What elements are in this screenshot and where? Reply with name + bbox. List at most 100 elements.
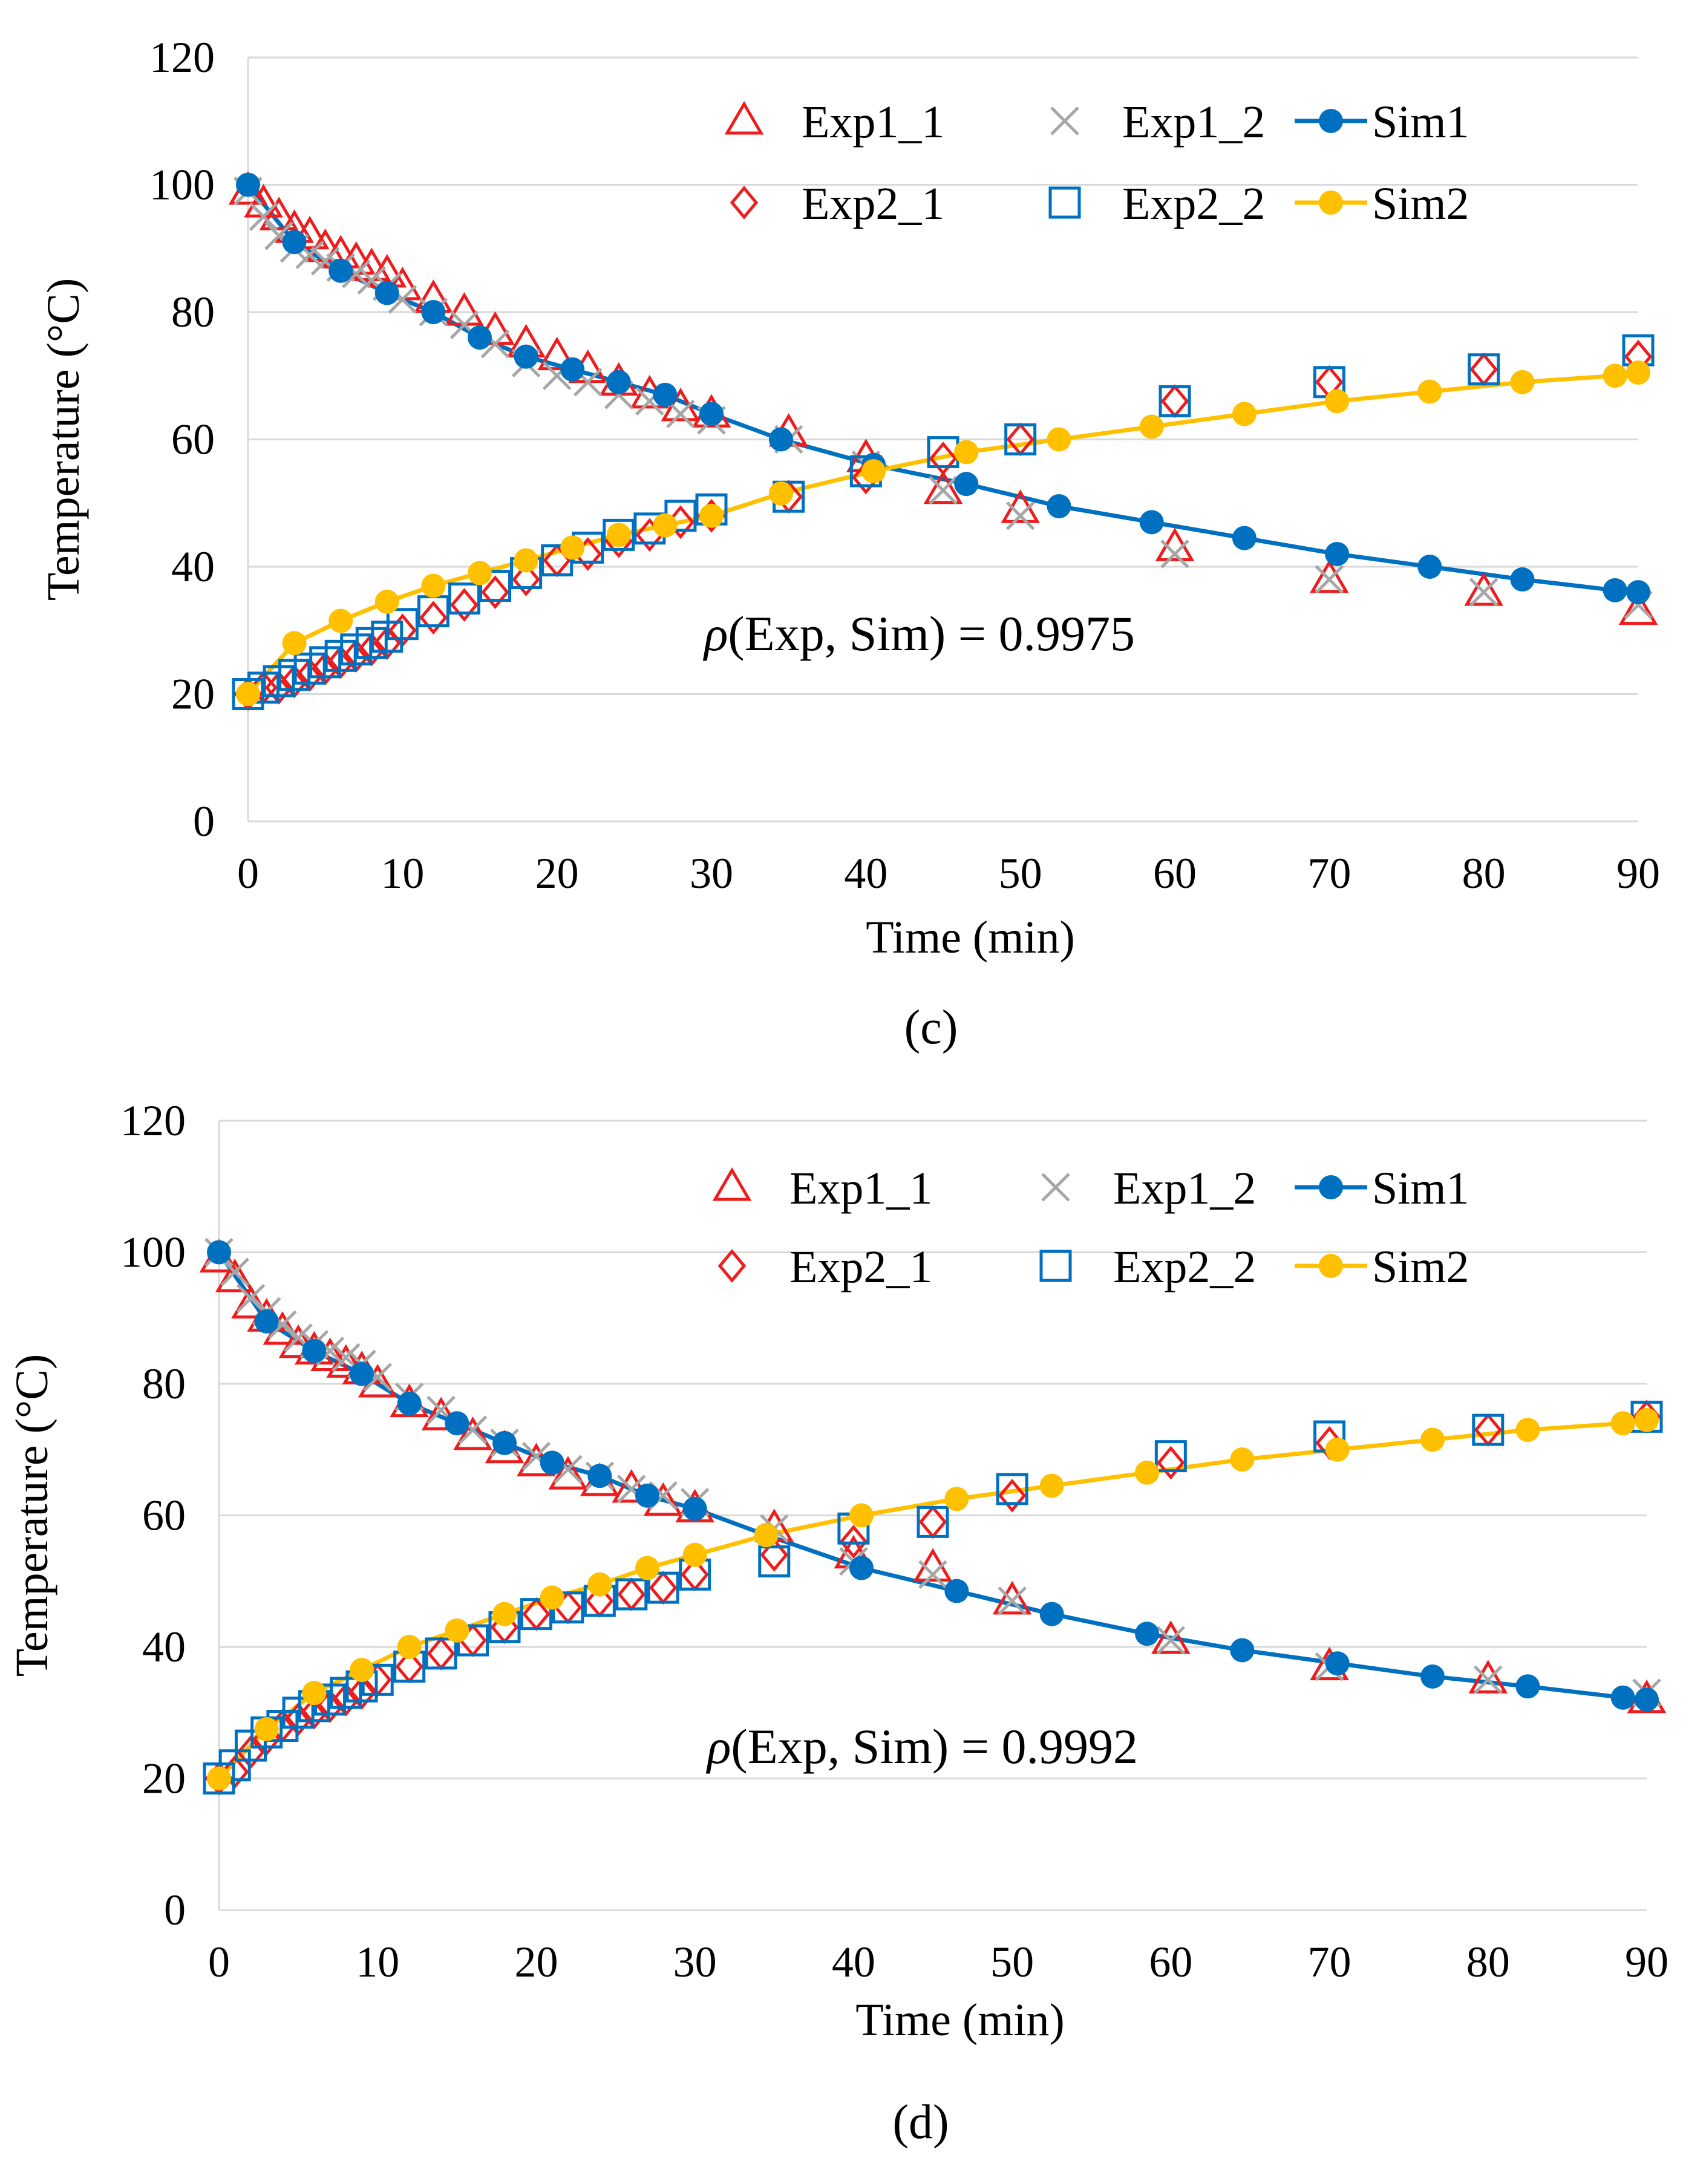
data-point-sim2 <box>1603 363 1627 388</box>
data-point-sim2 <box>1420 1427 1445 1452</box>
legend-label-exp1_1: Exp1_1 <box>789 1163 932 1214</box>
data-point-sim1 <box>1626 580 1650 605</box>
data-point-sim2 <box>1039 1473 1064 1498</box>
data-point-sim1 <box>1635 1687 1659 1712</box>
data-point-exp2_2 <box>425 1637 457 1670</box>
x-tick-label: 20 <box>535 849 579 898</box>
data-point-sim1 <box>445 1411 469 1436</box>
data-point-exp2_1 <box>760 1537 789 1572</box>
data-point-sim2 <box>682 1542 707 1567</box>
data-point-exp2_2 <box>448 582 480 615</box>
data-point-exp2_2 <box>758 1545 791 1578</box>
data-point-sim1 <box>207 1240 231 1265</box>
data-point-sim1 <box>768 427 793 452</box>
series-sim2 <box>236 360 1650 706</box>
series-sim1 <box>207 1240 1659 1712</box>
data-point-exp2_2 <box>647 1571 679 1604</box>
x-tick-label: 10 <box>356 1938 399 1986</box>
x-tick-label: 70 <box>1308 1938 1351 1986</box>
x-tick-label: 30 <box>690 849 733 898</box>
data-point-sim1 <box>1325 541 1350 566</box>
data-point-exp2_2 <box>603 518 635 551</box>
data-point-exp1_1 <box>1468 1660 1508 1693</box>
data-point-exp2_1 <box>512 562 540 596</box>
correlation-annotation: ρ(Exp, Sim) = 0.9992 <box>705 1719 1138 1774</box>
data-point-exp2_2 <box>996 1473 1028 1505</box>
data-point-sim1 <box>350 1361 374 1386</box>
x-axis-title: Time (min) <box>866 912 1075 963</box>
panel-label: (d) <box>892 2096 949 2149</box>
data-point-exp1_2 <box>220 1257 249 1286</box>
rho-symbol: ρ <box>705 1719 731 1774</box>
correlation-annotation: ρ(Exp, Sim) = 0.9975 <box>702 606 1135 661</box>
x-tick-label: 80 <box>1462 849 1506 898</box>
data-point-exp2_2 <box>520 1598 552 1631</box>
y-tick-label: 20 <box>142 1755 186 1803</box>
data-point-sim2 <box>468 561 492 585</box>
data-point-sim2 <box>397 1635 422 1659</box>
data-point-exp2_1 <box>839 1525 868 1559</box>
data-point-sim1 <box>1510 567 1535 592</box>
data-point-sim2 <box>350 1658 374 1683</box>
x-tick-label: 30 <box>673 1938 717 1986</box>
legend-label-exp1_2: Exp1_2 <box>1113 1163 1256 1214</box>
data-point-exp2_2 <box>479 570 512 602</box>
data-point-sim1 <box>282 230 307 255</box>
data-point-sim1 <box>302 1338 327 1363</box>
data-point-sim2 <box>540 1585 564 1610</box>
data-point-sim2 <box>1515 1418 1540 1442</box>
legend-label-sim2: Sim2 <box>1372 178 1469 229</box>
data-point-sim2 <box>236 682 260 706</box>
chart-panel-d: 0 20 40 60 80 100 120 0 10 20 30 40 50 60 70 80 90 Time (… <box>7 1097 1668 2149</box>
legend-marker-sim2 <box>1319 191 1343 215</box>
data-point-sim2 <box>1325 389 1350 414</box>
data-point-exp1_1 <box>548 1456 588 1490</box>
data-point-sim2 <box>1135 1460 1159 1485</box>
data-point-exp1_2 <box>1160 539 1189 569</box>
data-point-exp2_2 <box>1468 353 1500 386</box>
data-point-sim1 <box>682 1496 707 1521</box>
data-point-exp2_2 <box>1472 1413 1505 1446</box>
y-tick-label: 0 <box>164 1886 186 1934</box>
data-point-exp1_1 <box>1464 572 1504 606</box>
data-point-exp1_1 <box>453 1416 492 1450</box>
legend: Exp1_1 Exp1_2 Sim1 Exp2_1 Exp2_2 Sim2 <box>712 1163 1469 1292</box>
data-point-sim1 <box>1515 1674 1540 1699</box>
data-point-sim2 <box>1417 379 1442 404</box>
series-line-sim2 <box>217 1418 1647 1780</box>
legend-label-exp2_2: Exp2_2 <box>1113 1242 1256 1292</box>
data-point-sim1 <box>560 357 585 382</box>
data-point-sim1 <box>699 402 724 426</box>
data-point-sim2 <box>560 535 585 560</box>
data-point-exp1_2 <box>1474 1665 1503 1695</box>
data-point-sim1 <box>540 1450 564 1475</box>
data-point-exp2_2 <box>1159 385 1191 417</box>
data-point-sim1 <box>1417 555 1442 579</box>
data-point-exp1_2 <box>929 475 958 505</box>
data-point-exp2_2 <box>1004 423 1037 455</box>
data-point-exp1_2 <box>1005 501 1035 530</box>
data-point-sim1 <box>492 1430 517 1455</box>
y-tick-label: 120 <box>120 1097 186 1145</box>
data-point-sim1 <box>653 382 678 407</box>
data-point-sim2 <box>1610 1411 1635 1436</box>
data-point-exp1_2 <box>1315 565 1344 594</box>
data-point-exp1_2 <box>1156 1626 1186 1655</box>
x-tick-label: 90 <box>1616 849 1660 898</box>
data-point-exp1_2 <box>1469 578 1498 607</box>
data-point-sim1 <box>421 300 446 324</box>
legend-marker-exp1_2 <box>1041 1173 1070 1202</box>
x-axis-title: Time (min) <box>855 1995 1065 2045</box>
data-point-exp1_2 <box>236 1283 266 1313</box>
data-point-exp2_2 <box>1154 1440 1187 1473</box>
x-tick-label: 70 <box>1307 849 1351 898</box>
data-point-sim1 <box>1420 1664 1445 1689</box>
data-point-exp1_1 <box>1151 1620 1191 1654</box>
correlation-value: 0.9975 <box>998 606 1135 661</box>
data-point-sim1 <box>635 1483 659 1508</box>
x-tick-label: 50 <box>999 849 1042 898</box>
series-exp2_2 <box>203 1400 1663 1794</box>
y-tick-label: 0 <box>193 797 215 846</box>
data-point-exp1_2 <box>666 399 695 429</box>
data-point-sim1 <box>236 172 260 197</box>
